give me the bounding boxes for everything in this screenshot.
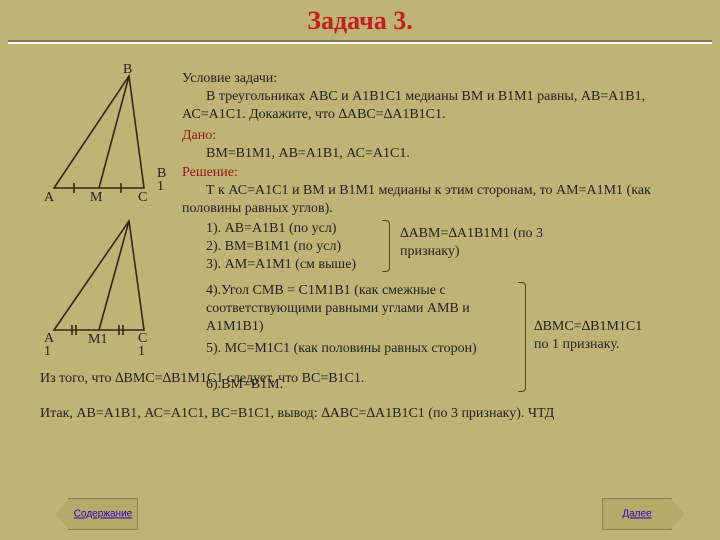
label-m: M xyxy=(90,190,102,206)
solution-intro: Т к АС=А1С1 и ВМ и В1М1 медианы к этим с… xyxy=(182,182,692,218)
label-a1: A 1 xyxy=(44,332,54,359)
step5: 5). МС=М1С1 (как половины равных сторон) xyxy=(206,340,506,358)
nav-contents[interactable]: Содержание xyxy=(68,498,138,530)
bracket-1 xyxy=(382,220,390,272)
triangle-abc xyxy=(34,68,164,198)
step4: 4).Угол СМВ = С1М1В1 (как смежные с соот… xyxy=(206,282,506,337)
page-title: Задача 3. xyxy=(0,0,720,36)
label-a: A xyxy=(44,190,54,206)
conclusion2: Итак, АВ=А1В1, АС=А1С1, ВС=В1С1, вывод: … xyxy=(40,405,670,423)
nav-contents-link[interactable]: Содержание xyxy=(74,509,132,520)
given-body: ВМ=В1М1, АВ=А1В1, АС=А1С1. xyxy=(182,145,410,163)
given-label: Дано: xyxy=(182,127,216,145)
bracket-2 xyxy=(518,282,526,392)
label-c: C xyxy=(138,190,147,206)
rule xyxy=(8,40,712,44)
problem-label: Условие задачи: xyxy=(182,70,277,88)
right2: ∆ВМС=∆В1М1С1 по 1 признаку. xyxy=(534,318,674,354)
solution-label: Решение: xyxy=(182,164,238,182)
nav-next-link[interactable]: Далее xyxy=(622,509,651,520)
label-b1-top: B 1 xyxy=(157,167,166,194)
triangle-a1b1c1 xyxy=(34,215,164,340)
label-b: B xyxy=(123,62,132,78)
label-c1: C 1 xyxy=(138,332,147,359)
step2: 2). ВМ=В1М1 (по усл) xyxy=(206,238,341,256)
content: B A M C B 1 A 1 M1 C 1 Условие задачи: В… xyxy=(0,50,720,510)
problem-body: В треугольниках АВС и А1В1С1 медианы ВМ … xyxy=(182,88,692,124)
step3: 3). АМ=А1М1 (см выше) xyxy=(206,256,356,274)
step1: 1). АВ=А1В1 (по усл) xyxy=(206,220,336,238)
label-m1: M1 xyxy=(88,332,107,348)
conclusion1: Из того, что ∆ВМС=∆В1М1С1 следует, что В… xyxy=(40,370,400,388)
nav-next[interactable]: Далее xyxy=(602,498,672,530)
right1: ∆АВМ=∆А1В1М1 (по 3 признаку) xyxy=(400,225,590,261)
